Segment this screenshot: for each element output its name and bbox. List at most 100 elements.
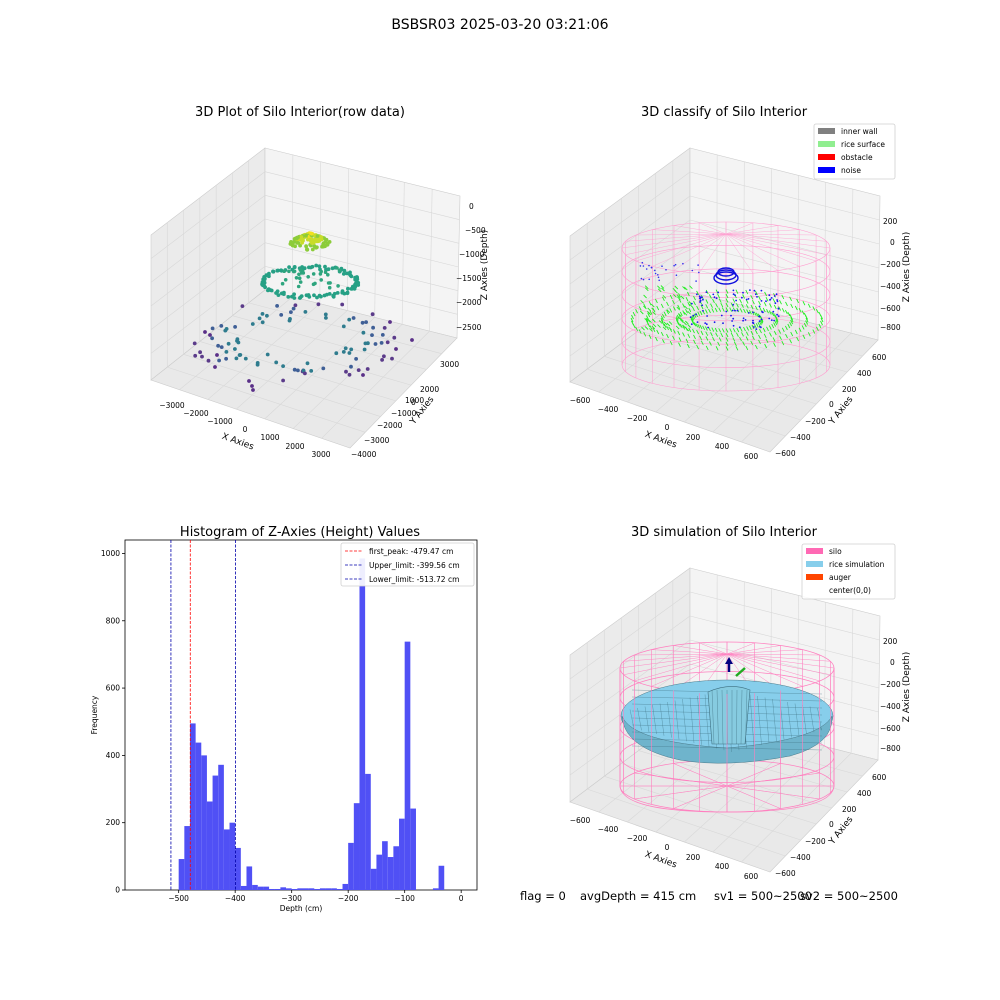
scatter-point <box>323 239 328 244</box>
rice-surface-point <box>661 296 665 302</box>
histogram-bar <box>393 846 400 890</box>
rice-surface-point <box>742 294 746 299</box>
silo-roof-line <box>726 649 803 655</box>
rice-surface-point <box>705 345 709 351</box>
rice-surface-point <box>732 328 736 333</box>
scatter-point <box>365 367 370 371</box>
scatter-point <box>319 278 324 282</box>
p2-ytick: −600 <box>775 449 796 458</box>
rice-surface-point <box>717 341 721 347</box>
histogram-bar <box>376 854 383 890</box>
p2-ztick: −600 <box>880 304 901 313</box>
noise-point <box>751 321 754 324</box>
rice-surface-point <box>644 287 649 292</box>
rice-surface-point <box>674 285 679 290</box>
scatter-point <box>303 371 307 376</box>
silo-roof-line <box>726 653 831 662</box>
mound-line <box>745 689 748 745</box>
rice-surface-point <box>684 320 689 325</box>
panel4-title: 3D simulation of Silo Interior <box>631 525 818 540</box>
noise-point <box>774 302 777 305</box>
rice-surface-point <box>690 316 694 322</box>
rice-surface-point <box>661 338 665 344</box>
rice-surface-point <box>656 305 660 311</box>
scatter-point <box>292 367 297 372</box>
noise-point <box>706 315 708 317</box>
grid-line <box>569 171 691 261</box>
rice-surface-point <box>680 295 685 300</box>
rice-surface-point <box>685 338 689 344</box>
panel4-x-ticks: −600 −400 −200 0 200 400 600 <box>570 816 759 881</box>
rice-surface-point <box>647 307 652 312</box>
rice-surface-point <box>772 298 776 303</box>
rice-surface-point <box>730 332 734 338</box>
rice-surface-point <box>812 306 816 311</box>
rice-surface-point <box>652 327 656 333</box>
p1-ytick: −2000 <box>377 421 403 430</box>
scatter-point <box>362 347 367 352</box>
grid-line <box>207 303 321 400</box>
rice-surface-point <box>685 327 690 332</box>
p2-ytick: 400 <box>857 369 872 378</box>
scatter-point <box>310 264 315 269</box>
scatter-point <box>299 271 304 275</box>
p1-ztick: −2000 <box>456 298 482 307</box>
noise-point <box>725 310 728 313</box>
scatter-point <box>385 340 390 345</box>
rice-surface-point <box>641 326 645 331</box>
legend-label-noise: noise <box>841 166 861 175</box>
rice-surface-point <box>715 346 719 351</box>
scatter-point <box>361 330 366 335</box>
p2-xtick: −600 <box>570 396 591 405</box>
mesh-line <box>637 707 642 731</box>
rice-surface-point <box>685 308 688 314</box>
rice-surface-point <box>718 337 722 342</box>
noise-point <box>731 320 733 322</box>
grid-line <box>689 219 880 269</box>
scatter-point <box>292 240 296 244</box>
noise-point <box>748 312 750 314</box>
histogram-bar <box>399 818 405 890</box>
legend-label-first-peak: first_peak: -479.47 cm <box>369 547 453 556</box>
rice-surface-point <box>697 311 701 317</box>
noise-point <box>732 303 735 306</box>
histogram-bar <box>269 888 275 890</box>
scatter-point <box>275 304 279 308</box>
rice-surface-point <box>689 303 693 308</box>
rice-surface-point <box>686 291 690 297</box>
rice-surface-point <box>768 325 772 330</box>
rice-surface-point <box>654 298 658 304</box>
rice-surface-point <box>758 339 761 345</box>
noise-point <box>732 317 735 320</box>
histogram-bar <box>246 866 253 890</box>
scatter-point <box>216 343 221 348</box>
noise-point <box>768 294 771 297</box>
scatter-point <box>347 372 352 377</box>
rice-surface-point <box>668 321 673 325</box>
rice-surface-point <box>794 305 798 311</box>
rice-surface-point <box>805 320 809 325</box>
noise-point <box>705 323 708 326</box>
p1-ztick: −1000 <box>459 250 485 259</box>
rice-surface-point <box>720 302 724 308</box>
rice-surface-point <box>736 327 740 333</box>
p4-xtick: −400 <box>598 825 619 834</box>
grid-line <box>321 330 430 439</box>
histogram-bar <box>302 888 309 890</box>
scatter-point <box>250 384 254 388</box>
rice-surface-point <box>696 344 700 350</box>
rice-surface-point <box>725 307 729 312</box>
rice-surface-point <box>743 308 746 314</box>
rice-surface-point <box>781 340 785 346</box>
rice-surface-point <box>775 316 779 321</box>
scatter-point <box>233 325 238 329</box>
scatter-point <box>410 338 414 342</box>
rice-surface-point <box>754 329 758 335</box>
x-tick-label: 0 <box>459 894 464 903</box>
scatter-point <box>215 353 219 357</box>
rice-surface-point <box>696 329 700 335</box>
mesh-line <box>652 704 657 735</box>
rice-surface-point <box>679 311 683 317</box>
scatter-point <box>247 379 251 383</box>
